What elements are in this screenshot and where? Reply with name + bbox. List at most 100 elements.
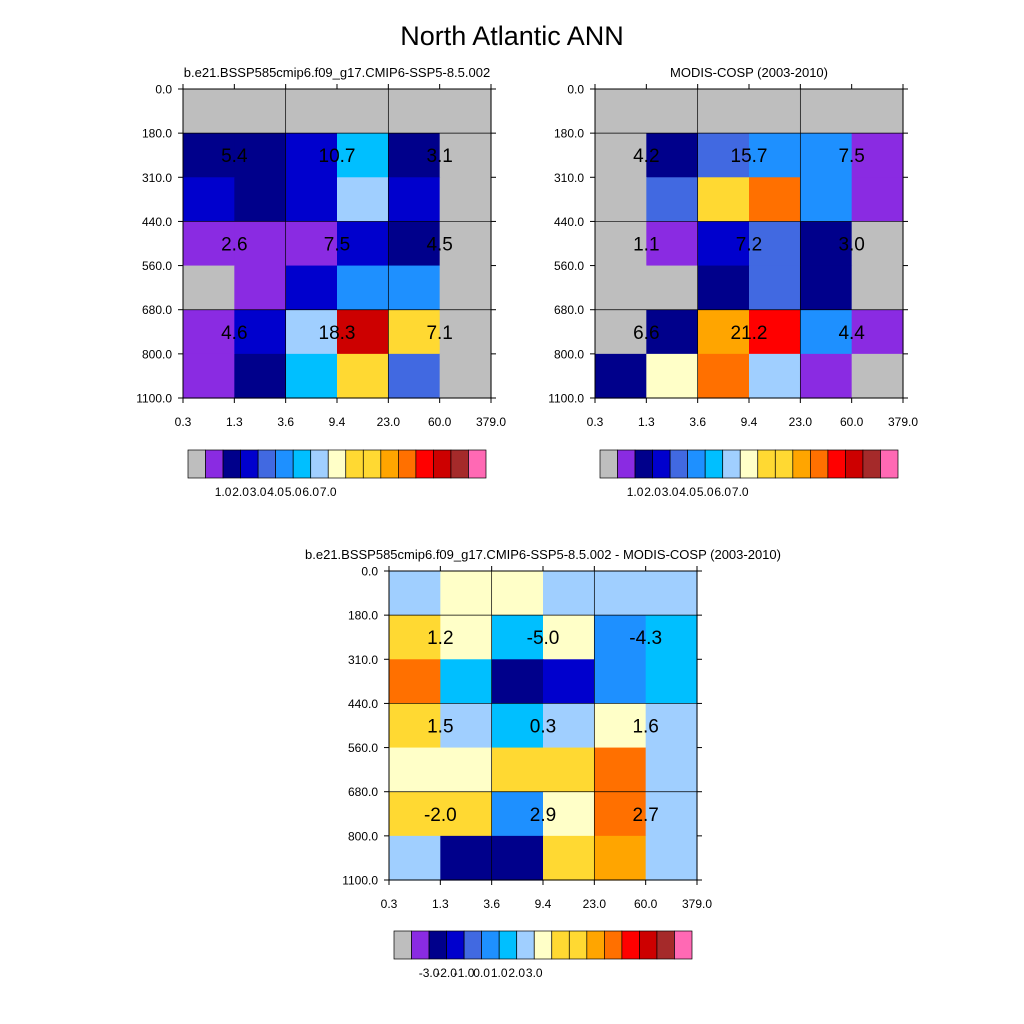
heatmap-cell (285, 353, 338, 399)
heatmap-cell (645, 703, 698, 749)
heatmap-cell (439, 177, 492, 223)
heatmap-cell (749, 133, 801, 178)
x-tick-label: 9.4 (329, 415, 346, 429)
colorbar-swatch (656, 930, 675, 960)
colorbar-swatch (468, 449, 487, 479)
colorbar-label: 4.0 (679, 485, 696, 499)
heatmap-cell (697, 265, 750, 311)
y-tick-label: 180.0 (554, 127, 584, 141)
y-tick-label: 180.0 (142, 127, 172, 141)
heatmap-cell (491, 703, 544, 749)
cell-value-label: -5.0 (527, 628, 560, 649)
cell-value-label: 3.1 (426, 146, 452, 167)
cell-value-label: 2.6 (221, 235, 247, 256)
heatmap-cell (389, 615, 441, 660)
colorbar-swatch (292, 449, 312, 479)
cell-value-label: 2.9 (530, 805, 556, 826)
colorbar-swatch (599, 449, 618, 479)
y-tick-label: 560.0 (554, 259, 584, 273)
colorbar-swatch (617, 449, 636, 479)
colorbar-label: 5.0 (697, 485, 714, 499)
heatmap-cell (646, 177, 699, 223)
colorbar-swatch (652, 449, 671, 479)
heatmap-cell (183, 177, 235, 223)
x-tick-label: 3.6 (483, 897, 500, 911)
heatmap-cell (851, 309, 904, 355)
heatmap-cell (285, 309, 338, 355)
colorbar-swatch (809, 449, 829, 479)
heatmap-cell (543, 703, 595, 749)
heatmap-cell (800, 89, 853, 134)
colorbar-label: 3.0 (526, 966, 543, 980)
heatmap-cell (491, 659, 544, 705)
heatmap-cell (389, 571, 441, 616)
cell-value-label: 7.1 (426, 323, 452, 344)
x-tick-label: 60.0 (428, 415, 452, 429)
panel-title: b.e21.BSSP585cmip6.f09_g17.CMIP6-SSP5-8.… (184, 65, 490, 80)
colorbar-label: 2.0 (644, 485, 661, 499)
heatmap-cell (595, 309, 647, 355)
heatmap-cell (337, 221, 389, 267)
cell-value-label: -4.3 (629, 628, 662, 649)
heatmap-cell (697, 177, 750, 223)
colorbar-swatch (621, 930, 640, 960)
heatmap-cell (183, 309, 235, 355)
x-tick-label: 23.0 (789, 415, 813, 429)
heatmap-cell (337, 89, 389, 134)
heatmap-cell (183, 221, 235, 267)
heatmap-cell (697, 353, 750, 399)
heatmap-cell (645, 659, 698, 705)
heatmap-cell (543, 615, 595, 660)
y-tick-label: 310.0 (554, 171, 584, 185)
y-tick-label: 440.0 (142, 215, 172, 229)
heatmap-cell (851, 221, 904, 267)
panel-title: MODIS-COSP (2003-2010) (670, 65, 828, 80)
colorbar-swatch (240, 449, 259, 479)
colorbar-label: 5.0 (285, 485, 302, 499)
colorbar-label: 3.0 (250, 485, 267, 499)
heatmap-cell (645, 835, 698, 881)
colorbar-swatch (792, 449, 811, 479)
heatmap-cell (646, 89, 699, 134)
heatmap-cell (440, 571, 493, 616)
heatmap-cell (851, 89, 904, 134)
colorbar-swatch (674, 930, 693, 960)
heatmap-cell (800, 265, 853, 311)
heatmap-cell (389, 747, 441, 793)
heatmap-cell (439, 133, 492, 178)
colorbar-swatch (845, 449, 864, 479)
colorbar-swatch (205, 449, 224, 479)
colorbar-swatch (450, 449, 469, 479)
colorbar-swatch (446, 930, 465, 960)
heatmap-cell (389, 791, 441, 837)
colorbar-swatch (774, 449, 794, 479)
heatmap-cell (543, 571, 595, 616)
heatmap-cell (388, 133, 441, 178)
heatmap-cell (749, 221, 801, 267)
heatmap-cell (646, 221, 699, 267)
colorbar-swatch (669, 449, 688, 479)
heatmap-cell (543, 659, 595, 705)
cell-value-label: 7.5 (838, 146, 864, 167)
heatmap-cell (439, 309, 492, 355)
heatmap-cell (800, 353, 853, 399)
heatmap-cell (183, 133, 235, 178)
x-tick-label: 0.3 (175, 415, 192, 429)
colorbar-label: -3.0 (419, 966, 440, 980)
heatmap-cell (646, 265, 699, 311)
y-tick-label: 1100.0 (136, 392, 172, 406)
heatmap-cell (543, 791, 595, 837)
cell-value-label: 1.2 (427, 628, 453, 649)
heatmap-cell (645, 791, 698, 837)
colorbar-label: -2.0 (436, 966, 457, 980)
colorbar-swatch (639, 930, 658, 960)
colorbar-swatch (603, 930, 623, 960)
heatmap-cell (440, 747, 493, 793)
x-tick-label: 60.0 (634, 897, 658, 911)
heatmap-cell (388, 177, 441, 223)
heatmap-cell (851, 133, 904, 178)
y-tick-label: 560.0 (142, 259, 172, 273)
cell-value-label: 1.5 (427, 717, 453, 738)
heatmap-cell (749, 177, 801, 223)
colorbar-label: 4.0 (267, 485, 284, 499)
